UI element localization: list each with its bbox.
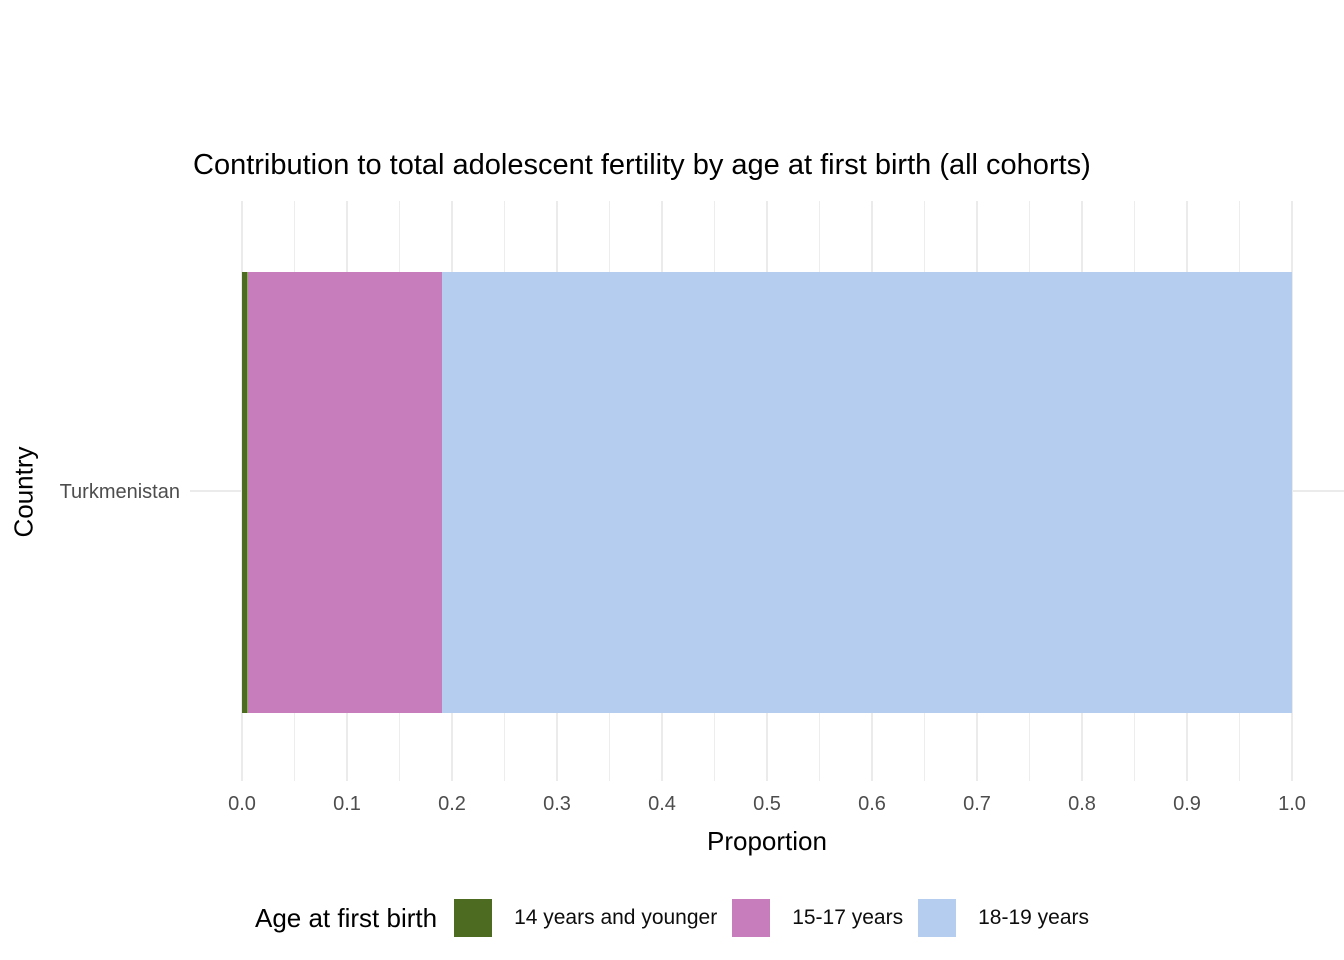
legend-title: Age at first birth xyxy=(254,902,438,933)
x-tick-label: 0.1 xyxy=(333,793,361,815)
x-axis-tick-labels: 0.0 0.1 0.2 0.3 0.4 0.5 0.6 0.7 0.8 0.9 1.0 xyxy=(190,791,1344,817)
x-tick-label: 0.8 xyxy=(1068,793,1096,815)
x-tick-label: 0.9 xyxy=(1173,793,1201,815)
plot-panel xyxy=(190,201,1344,781)
x-tick-label: 1.0 xyxy=(1278,793,1306,815)
x-tick-label: 0.5 xyxy=(753,793,781,815)
x-tick-label: 0.7 xyxy=(963,793,991,815)
legend-swatch xyxy=(454,899,493,937)
legend-swatch xyxy=(732,899,771,937)
legend-item: 15-17 years xyxy=(732,899,903,937)
x-tick-label: 0.6 xyxy=(858,793,886,815)
x-tick-label: 0.4 xyxy=(648,793,676,815)
x-tick-label: 0.0 xyxy=(228,793,256,815)
legend-item: 18-19 years xyxy=(918,899,1089,937)
legend: Age at first birth 14 years and younger 1… xyxy=(0,896,1344,940)
x-tick-label: 0.2 xyxy=(438,793,466,815)
legend-item-label: 14 years and younger xyxy=(514,906,718,929)
x-tick-label: 0.3 xyxy=(543,793,571,815)
legend-swatch xyxy=(918,899,957,937)
bar-segment xyxy=(242,272,248,713)
legend-item: 14 years and younger xyxy=(454,899,717,937)
legend-item-label: 15-17 years xyxy=(792,906,904,929)
bar-segment xyxy=(441,272,1292,713)
legend-item-label: 18-19 years xyxy=(978,906,1090,929)
y-tick-label-turkmenistan: Turkmenistan xyxy=(59,481,180,503)
chart-title: Contribution to total adolescent fertili… xyxy=(193,149,1091,181)
bar-segment xyxy=(247,272,442,713)
x-axis-title: Proportion xyxy=(707,826,827,856)
